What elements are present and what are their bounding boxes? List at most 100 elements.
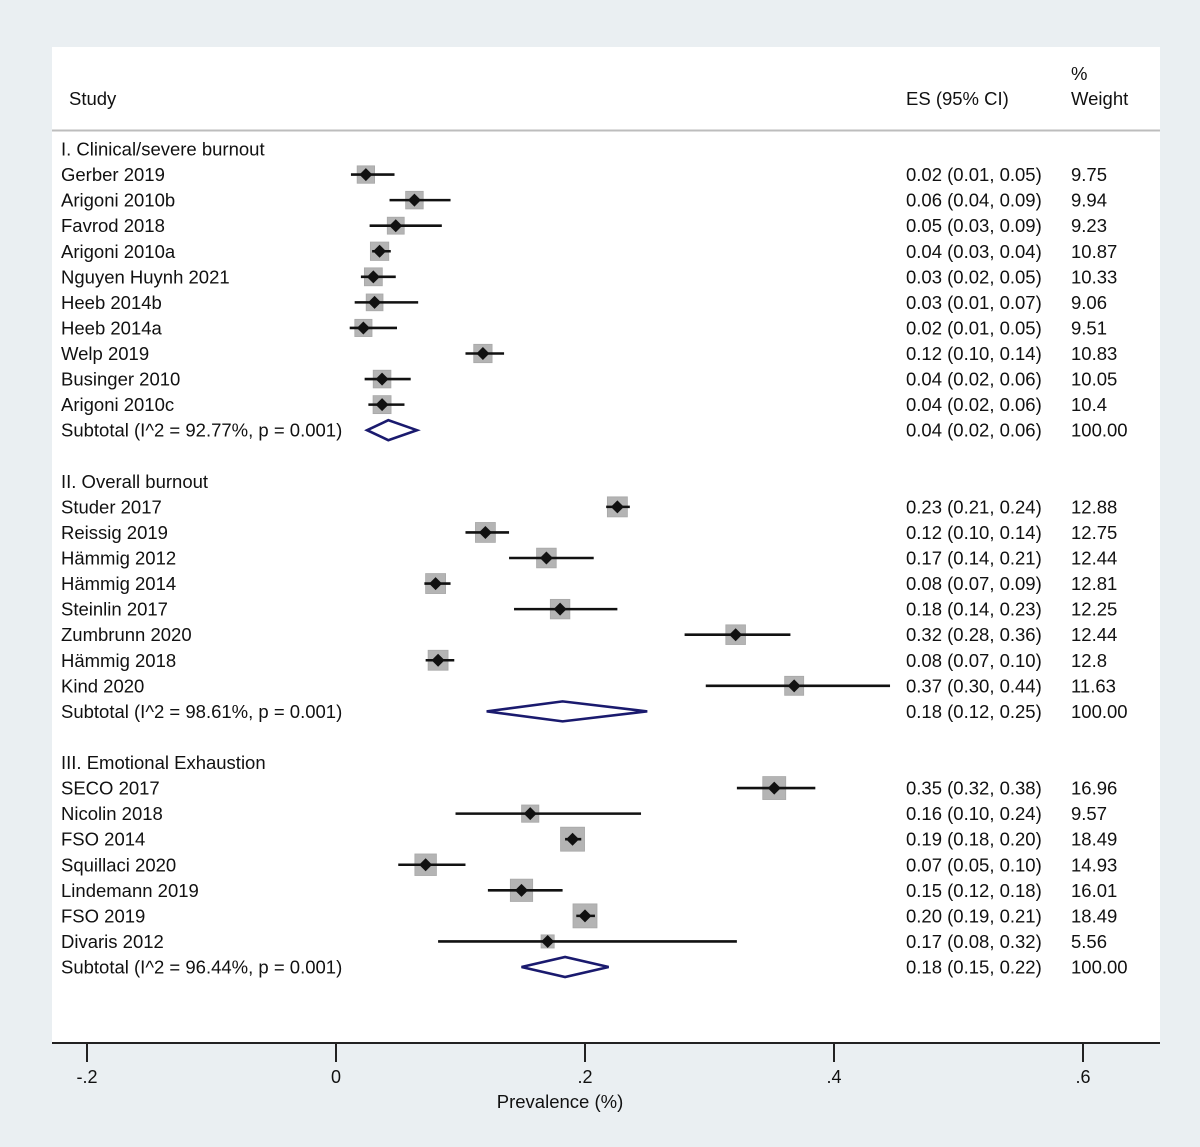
point-estimate (366, 270, 380, 284)
es-ci-value: 0.08 (0.07, 0.10) (906, 650, 1042, 671)
study-label: Nicolin 2018 (61, 803, 163, 824)
group-label: II. Overall burnout (61, 471, 208, 492)
point-estimate (389, 219, 403, 233)
point-estimate (515, 883, 529, 897)
study-label: Hämmig 2018 (61, 650, 176, 671)
weight-value: 9.94 (1071, 190, 1107, 211)
weight-value: 9.57 (1071, 803, 1107, 824)
point-estimate (359, 168, 373, 182)
study-row: Hämmig 2018 0.08 (0.07, 0.10) 12.8 (61, 650, 1107, 671)
point-estimate (539, 551, 553, 565)
weight-value: 9.51 (1071, 317, 1107, 338)
es-ci-value: 0.03 (0.02, 0.05) (906, 266, 1042, 287)
subtotal-label: Subtotal (I^2 = 98.61%, p = 0.001) (61, 701, 342, 722)
point-estimate (375, 372, 389, 386)
subtotal-weight-value: 100.00 (1071, 957, 1128, 978)
weight-value: 16.01 (1071, 880, 1117, 901)
point-estimate (541, 934, 555, 948)
point-estimate (429, 577, 443, 591)
study-row: Studer 2017 0.23 (0.21, 0.24) 12.88 (61, 496, 1117, 517)
study-label: Gerber 2019 (61, 164, 165, 185)
group-label: III. Emotional Exhaustion (61, 752, 266, 773)
forest-rows: I. Clinical/severe burnout Gerber 2019 0.0… (61, 139, 1128, 979)
es-ci-value: 0.04 (0.02, 0.06) (906, 394, 1042, 415)
x-axis-label: Prevalence (%) (497, 1091, 623, 1112)
study-row: Arigoni 2010b 0.06 (0.04, 0.09) 9.94 (61, 190, 1107, 211)
study-row: Businger 2010 0.04 (0.02, 0.06) 10.05 (61, 369, 1117, 390)
point-estimate (729, 628, 743, 642)
es-ci-value: 0.35 (0.32, 0.38) (906, 778, 1042, 799)
point-estimate (578, 909, 592, 923)
study-label: Kind 2020 (61, 675, 144, 696)
weight-value: 10.05 (1071, 369, 1117, 390)
point-estimate (478, 525, 492, 539)
weight-value: 10.4 (1071, 394, 1107, 415)
point-estimate (610, 500, 624, 514)
weight-value: 10.33 (1071, 266, 1117, 287)
group-3: III. Emotional Exhaustion SECO 2017 0.35 (… (61, 752, 1128, 979)
study-row: Arigoni 2010a 0.04 (0.03, 0.04) 10.87 (61, 241, 1117, 262)
weight-value: 5.56 (1071, 931, 1107, 952)
point-estimate (356, 321, 370, 335)
study-label: Heeb 2014a (61, 317, 163, 338)
study-label: Studer 2017 (61, 496, 162, 517)
es-ci-value: 0.04 (0.02, 0.06) (906, 369, 1042, 390)
es-ci-value: 0.18 (0.14, 0.23) (906, 599, 1042, 620)
column-header-weight-line1: % (1071, 63, 1087, 84)
weight-value: 18.49 (1071, 905, 1117, 926)
study-row: Favrod 2018 0.05 (0.03, 0.09) 9.23 (61, 215, 1107, 236)
subtotal-label: Subtotal (I^2 = 92.77%, p = 0.001) (61, 420, 342, 441)
es-ci-value: 0.06 (0.04, 0.09) (906, 190, 1042, 211)
es-ci-value: 0.03 (0.01, 0.07) (906, 292, 1042, 313)
study-label: Reissig 2019 (61, 522, 168, 543)
study-label: Steinlin 2017 (61, 599, 168, 620)
study-row: Nguyen Huynh 2021 0.03 (0.02, 0.05) 10.33 (61, 266, 1117, 287)
weight-value: 11.63 (1071, 675, 1116, 696)
es-ci-value: 0.07 (0.05, 0.10) (906, 854, 1042, 875)
x-tick-label: .4 (826, 1067, 841, 1087)
es-ci-value: 0.17 (0.08, 0.32) (906, 931, 1042, 952)
subtotal-row: Subtotal (I^2 = 96.44%, p = 0.001) 0.18 (… (61, 955, 1128, 979)
es-ci-value: 0.08 (0.07, 0.09) (906, 573, 1042, 594)
study-label: FSO 2014 (61, 829, 145, 850)
study-label: Divaris 2012 (61, 931, 164, 952)
subtotal-row: Subtotal (I^2 = 92.77%, p = 0.001) 0.04 (… (61, 418, 1128, 442)
point-estimate (476, 347, 490, 360)
column-header-es: ES (95% CI) (906, 88, 1009, 109)
group-label: I. Clinical/severe burnout (61, 139, 265, 160)
study-row: Kind 2020 0.37 (0.30, 0.44) 11.63 (61, 675, 1116, 696)
study-row: Welp 2019 0.12 (0.10, 0.14) 10.83 (61, 343, 1117, 364)
subtotal-diamond (364, 418, 421, 442)
subtotal-weight-value: 100.00 (1071, 420, 1128, 441)
subtotal-row: Subtotal (I^2 = 98.61%, p = 0.001) 0.18 (… (61, 700, 1128, 723)
es-ci-value: 0.16 (0.10, 0.24) (906, 803, 1042, 824)
es-ci-value: 0.05 (0.03, 0.09) (906, 215, 1042, 236)
group-2: II. Overall burnout Studer 2017 0.23 (0.21… (61, 471, 1128, 723)
point-estimate (566, 832, 580, 846)
study-row: Reissig 2019 0.12 (0.10, 0.14) 12.75 (61, 522, 1117, 543)
point-estimate (373, 244, 387, 258)
weight-value: 14.93 (1071, 854, 1117, 875)
study-row: Zumbrunn 2020 0.32 (0.28, 0.36) 12.44 (61, 624, 1117, 645)
weight-value: 12.8 (1071, 650, 1107, 671)
x-axis: -.2 0 .2 .4 .6 (52, 1042, 1160, 1087)
point-estimate (767, 781, 781, 795)
x-tick-label: -.2 (76, 1067, 97, 1087)
es-ci-value: 0.12 (0.10, 0.14) (906, 522, 1042, 543)
point-estimate (787, 679, 801, 693)
study-row: Hämmig 2012 0.17 (0.14, 0.21) 12.44 (61, 548, 1117, 569)
weight-value: 9.06 (1071, 292, 1107, 313)
subtotal-diamond (486, 700, 648, 723)
column-header-weight-line2: Weight (1071, 88, 1128, 109)
study-row: Heeb 2014a 0.02 (0.01, 0.05) 9.51 (61, 317, 1107, 338)
weight-value: 9.23 (1071, 215, 1107, 236)
weight-value: 10.83 (1071, 343, 1117, 364)
weight-value: 16.96 (1071, 778, 1117, 799)
study-row: Hämmig 2014 0.08 (0.07, 0.09) 12.81 (61, 573, 1117, 594)
subtotal-weight-value: 100.00 (1071, 701, 1128, 722)
weight-value: 12.88 (1071, 496, 1117, 517)
study-row: Steinlin 2017 0.18 (0.14, 0.23) 12.25 (61, 599, 1117, 620)
weight-value: 12.25 (1071, 599, 1117, 620)
point-estimate (407, 193, 421, 207)
study-label: Hämmig 2014 (61, 573, 176, 594)
